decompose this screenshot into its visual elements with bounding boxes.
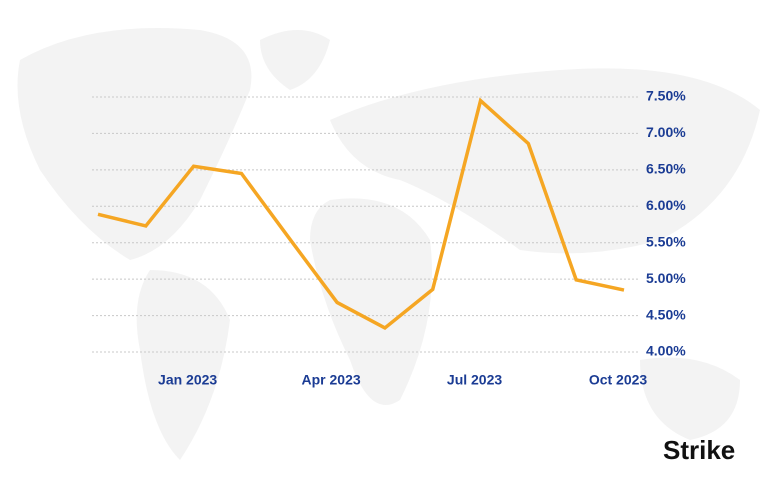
x-tick-label: Oct 2023	[589, 372, 648, 388]
y-tick-label: 5.00%	[646, 270, 686, 286]
y-tick-label: 4.00%	[646, 343, 686, 359]
line-series	[97, 97, 625, 331]
x-tick-label: Apr 2023	[302, 372, 361, 388]
brand-logo: Strike	[663, 435, 735, 465]
x-tick-label: Jul 2023	[447, 372, 502, 388]
y-tick-label: 7.50%	[646, 88, 686, 104]
y-tick-label: 4.50%	[646, 306, 686, 322]
y-tick-label: 5.50%	[646, 233, 686, 249]
y-tick-label: 6.00%	[646, 197, 686, 213]
y-tick-label: 7.00%	[646, 124, 686, 140]
y-tick-label: 6.50%	[646, 161, 686, 177]
world-map-background	[17, 28, 760, 460]
x-tick-label: Jan 2023	[158, 372, 217, 388]
